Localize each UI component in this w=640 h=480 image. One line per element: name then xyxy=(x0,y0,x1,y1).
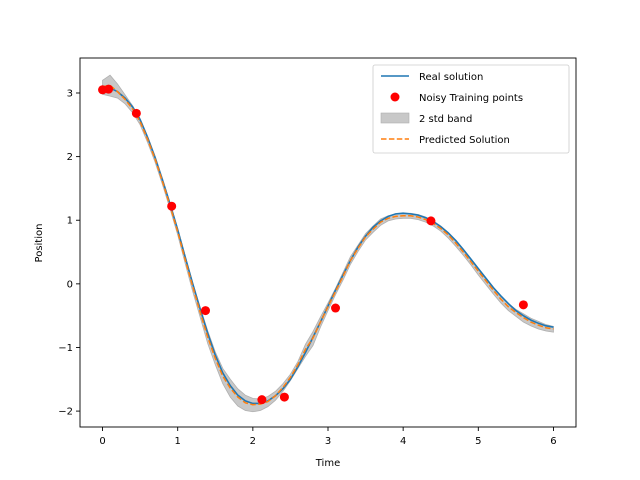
training-point xyxy=(518,300,528,310)
predicted-solution-line xyxy=(102,84,554,406)
training-point xyxy=(201,306,210,316)
y-tick-label: 2 xyxy=(67,152,73,163)
training-point xyxy=(104,84,114,94)
legend-box xyxy=(372,64,570,154)
training-point xyxy=(167,201,177,211)
x-tick-label: 0 xyxy=(99,436,105,447)
training-point xyxy=(131,108,141,118)
x-axis-ticks: 0 1 2 3 4 5 6 xyxy=(99,427,557,447)
training-point xyxy=(331,303,341,313)
x-tick-label: 2 xyxy=(250,436,256,447)
legend-label-pred: Predicted Solution xyxy=(419,135,510,146)
legend-marker-points-icon xyxy=(390,92,400,102)
training-point xyxy=(426,216,436,226)
legend: Real solution Noisy Training points 2 st… xyxy=(372,64,570,154)
training-point xyxy=(279,392,289,402)
y-axis-ticks: −2 −1 0 1 2 3 xyxy=(58,88,80,418)
plot-area xyxy=(98,74,554,413)
y-tick-label: 0 xyxy=(67,279,73,290)
std-band xyxy=(102,74,554,413)
training-points xyxy=(98,84,528,405)
legend-label-points: Noisy Training points xyxy=(419,93,523,104)
legend-label-band: 2 std band xyxy=(419,114,472,125)
x-tick-label: 6 xyxy=(550,436,556,447)
y-axis-label: Position xyxy=(34,224,45,263)
legend-patch-band-icon xyxy=(380,112,410,124)
x-tick-label: 5 xyxy=(475,436,481,447)
training-point xyxy=(257,395,267,405)
y-tick-label: 1 xyxy=(67,216,73,227)
legend-label-real: Real solution xyxy=(419,72,483,83)
y-tick-label: −2 xyxy=(58,407,73,418)
x-tick-label: 4 xyxy=(400,436,406,447)
x-axis-label: Time xyxy=(315,458,340,469)
y-tick-label: −1 xyxy=(58,343,73,354)
x-tick-label: 1 xyxy=(175,436,181,447)
x-tick-label: 3 xyxy=(325,436,331,447)
y-tick-label: 3 xyxy=(67,88,73,99)
